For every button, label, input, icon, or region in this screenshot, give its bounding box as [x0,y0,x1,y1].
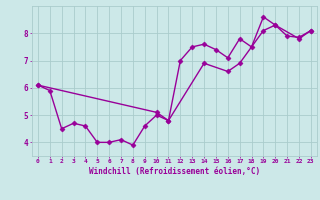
X-axis label: Windchill (Refroidissement éolien,°C): Windchill (Refroidissement éolien,°C) [89,167,260,176]
